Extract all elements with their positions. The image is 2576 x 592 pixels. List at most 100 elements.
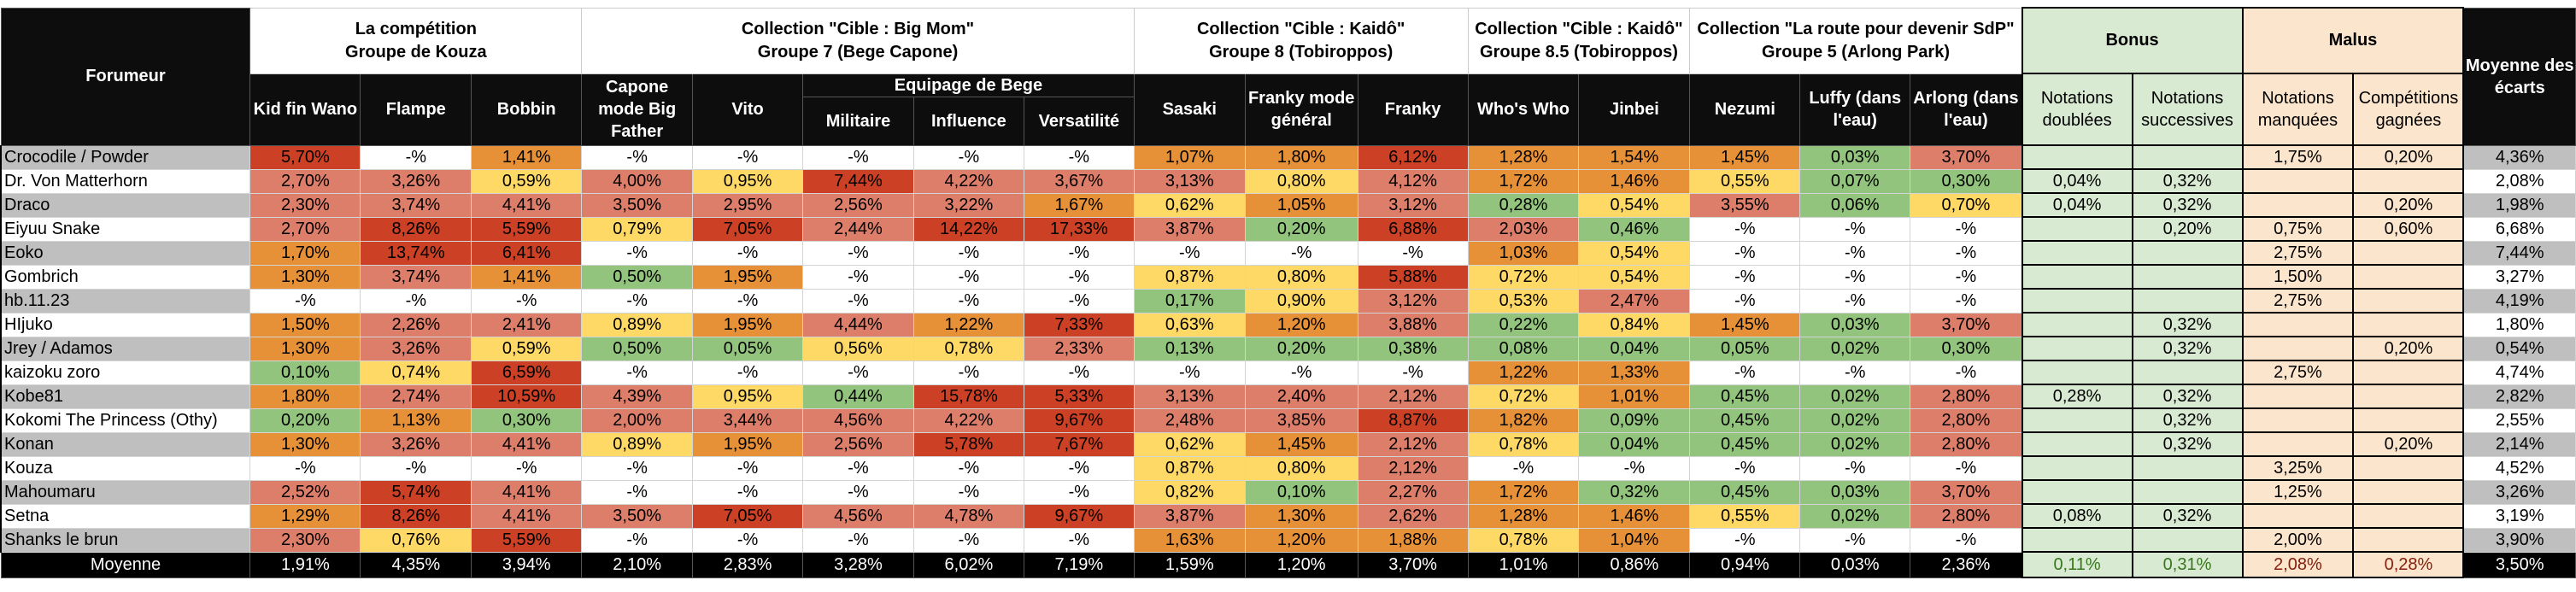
- col-header: Sasaki: [1133, 73, 1246, 146]
- score-cell: 0,54%: [1578, 264, 1691, 290]
- score-cell: 0,30%: [1910, 168, 2023, 194]
- score-cell: -%: [1689, 264, 1801, 290]
- score-cell: 0,30%: [471, 407, 583, 433]
- score-cell: -%: [912, 288, 1024, 314]
- col-header: Arlong (dans l'eau): [1910, 73, 2023, 146]
- score-cell: -%: [912, 479, 1024, 505]
- score-cell: 4,22%: [912, 168, 1024, 194]
- average-cell: 4,36%: [2462, 144, 2576, 170]
- score-cell: 0,80%: [1244, 264, 1358, 290]
- score-cell: 1,01%: [1578, 384, 1691, 409]
- score-cell: 6,88%: [1357, 216, 1469, 242]
- score-cell: -%: [1689, 240, 1801, 266]
- bonus-cell: 0,32%: [2131, 431, 2244, 457]
- table-row: Eoko 1,70% 13,74% 6,41% -% -% -% -% -% -% -% -% 1,03…: [0, 240, 2576, 266]
- col-header: Luffy (dans l'eau): [1799, 73, 1911, 146]
- total-cell: 0,03%: [1799, 551, 1911, 578]
- malus-cell: [2352, 527, 2465, 553]
- score-cell: 2,30%: [249, 527, 361, 553]
- bonus-cell: [2021, 431, 2133, 457]
- table-row: Eiyuu Snake 2,70% 8,26% 5,59% 0,79% 7,05% 2,44…: [0, 216, 2576, 242]
- malus-cell: [2241, 168, 2355, 194]
- score-cell: 1,04%: [1578, 527, 1691, 553]
- score-cell: -%: [1910, 216, 2023, 242]
- group-title-line2: Groupe de Kouza: [345, 42, 487, 62]
- score-cell: -%: [1023, 144, 1135, 170]
- bonus-cell: [2021, 264, 2133, 290]
- score-cell: 0,10%: [249, 360, 361, 385]
- score-cell: 1,20%: [1244, 527, 1358, 553]
- score-cell: -%: [912, 144, 1024, 170]
- score-cell: -%: [1244, 240, 1358, 266]
- bonus-cell: [2131, 144, 2244, 170]
- score-cell: 9,67%: [1023, 407, 1135, 433]
- score-cell: -%: [1799, 527, 1911, 553]
- score-cell: 1,30%: [1244, 503, 1358, 529]
- score-cell: -%: [802, 479, 914, 505]
- score-cell: -%: [249, 288, 361, 314]
- score-cell: 0,09%: [1578, 407, 1691, 433]
- score-cell: -%: [1689, 288, 1801, 314]
- score-cell: -%: [912, 264, 1024, 290]
- score-cell: 0,78%: [1467, 431, 1580, 457]
- score-cell: 4,41%: [471, 192, 583, 218]
- bonus-cell: 0,08%: [2021, 503, 2133, 529]
- score-cell: -%: [1689, 527, 1801, 553]
- score-cell: 0,54%: [1578, 192, 1691, 218]
- group-title-line2: Groupe 7 (Bege Capone): [757, 42, 959, 62]
- score-cell: 0,04%: [1578, 336, 1691, 361]
- score-cell: 0,53%: [1467, 288, 1580, 314]
- average-cell: 0,54%: [2462, 336, 2576, 361]
- malus-cell: 0,60%: [2352, 216, 2465, 242]
- forumeur-name: Kobe81: [0, 384, 251, 409]
- col-header: Capone mode Big Father: [581, 73, 694, 146]
- forumeur-name: Mahoumaru: [0, 479, 251, 505]
- score-cell: -%: [1799, 360, 1911, 385]
- score-cell: 0,28%: [1467, 192, 1580, 218]
- average-cell: 3,19%: [2462, 503, 2576, 529]
- score-cell: 1,22%: [912, 312, 1024, 337]
- score-cell: 2,74%: [360, 384, 472, 409]
- score-cell: -%: [912, 240, 1024, 266]
- malus-cell: 0,20%: [2352, 336, 2465, 361]
- col-header: Vito: [692, 73, 804, 146]
- score-cell: 0,55%: [1689, 168, 1801, 194]
- forumeur-name: Shanks le brun: [0, 527, 251, 553]
- score-cell: -%: [1023, 360, 1135, 385]
- bonus-cell: [2021, 312, 2133, 337]
- malus-cell: [2352, 312, 2465, 337]
- score-cell: 2,33%: [1023, 336, 1135, 361]
- table-row: hb.11.23 -% -% -% -% -% -% -% -% 0,17% 0,90% 3,12% 0…: [0, 288, 2576, 314]
- forumeur-name: Gombrich: [0, 264, 251, 290]
- bonus-cell: [2131, 360, 2244, 385]
- score-cell: 1,95%: [692, 264, 804, 290]
- forumeur-name: Dr. Von Matterhorn: [0, 168, 251, 194]
- score-cell: -%: [1023, 479, 1135, 505]
- malus-cell: [2352, 455, 2465, 481]
- score-cell: 2,12%: [1357, 455, 1469, 481]
- score-cell: -%: [1799, 288, 1911, 314]
- score-cell: 4,41%: [471, 431, 583, 457]
- col-header-malus: Compétitions gagnées: [2352, 73, 2465, 146]
- score-cell: 0,02%: [1799, 384, 1911, 409]
- score-cell: 1,46%: [1578, 168, 1691, 194]
- score-cell: 3,22%: [912, 192, 1024, 218]
- score-cell: 0,82%: [1133, 479, 1246, 505]
- score-cell: 0,10%: [1244, 479, 1358, 505]
- header-malus: Malus: [2241, 7, 2465, 74]
- malus-cell: [2241, 431, 2355, 457]
- score-cell: -%: [692, 240, 804, 266]
- col-header: Versatilité: [1023, 96, 1135, 146]
- average-cell: 4,74%: [2462, 360, 2576, 385]
- score-cell: 9,67%: [1023, 503, 1135, 529]
- bonus-cell: 0,28%: [2021, 384, 2133, 409]
- score-cell: 3,85%: [1244, 407, 1358, 433]
- bonus-cell: 0,20%: [2131, 216, 2244, 242]
- score-cell: 0,04%: [1578, 431, 1691, 457]
- group-header-kaido-8: Collection "Cible : Kaidô" Groupe 8 (Tobi…: [1133, 7, 1469, 74]
- average-cell: 2,55%: [2462, 407, 2576, 433]
- score-cell: -%: [912, 455, 1024, 481]
- score-cell: 2,95%: [692, 192, 804, 218]
- score-cell: 4,44%: [802, 312, 914, 337]
- forumeur-name: Setna: [0, 503, 251, 529]
